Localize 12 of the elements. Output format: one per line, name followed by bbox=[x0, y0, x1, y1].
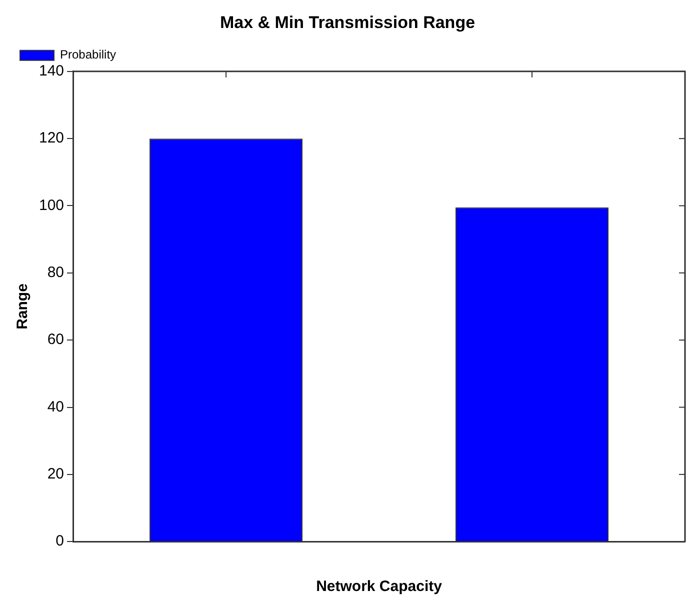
y-tick-label: 120 bbox=[38, 130, 64, 147]
chart-title: Max & Min Transmission Range bbox=[220, 12, 476, 32]
y-tick-label: 140 bbox=[38, 62, 64, 80]
y-tick-label: 20 bbox=[47, 466, 64, 483]
y-tick-label: 80 bbox=[47, 264, 64, 282]
y-tick-label: 0 bbox=[56, 532, 64, 550]
y-axis-title: Range bbox=[14, 284, 32, 330]
y-tick-label: 60 bbox=[47, 331, 64, 348]
y-tick-label: 40 bbox=[47, 398, 64, 416]
y-tick-label: 100 bbox=[38, 196, 64, 214]
x-axis-title: Network Capacity bbox=[316, 578, 443, 596]
legend-label: Probability bbox=[60, 48, 116, 62]
